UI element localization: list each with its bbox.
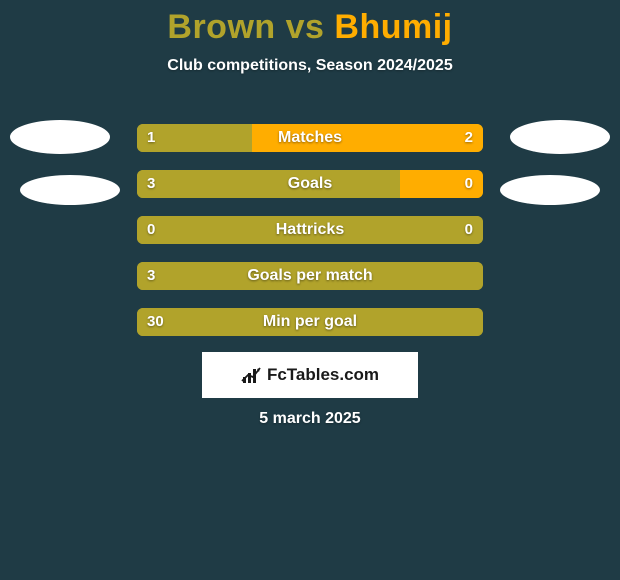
stat-bar-row: 3Goals per match bbox=[137, 262, 483, 290]
comparison-infographic: Brown vs Bhumij Club competitions, Seaso… bbox=[0, 0, 620, 580]
title-player-b: Bhumij bbox=[334, 8, 452, 46]
title-player-a: Brown bbox=[167, 8, 275, 46]
avatar-left-primary bbox=[10, 120, 110, 154]
bar-label: Hattricks bbox=[137, 216, 483, 244]
avatar-right-secondary bbox=[500, 175, 600, 205]
subtitle: Club competitions, Season 2024/2025 bbox=[0, 57, 620, 75]
avatar-right-primary bbox=[510, 120, 610, 154]
bar-label: Goals per match bbox=[137, 262, 483, 290]
bars-chart-icon bbox=[241, 365, 263, 385]
stat-bars: 12Matches 30Goals 00Hattricks 3Goals per ma… bbox=[137, 124, 483, 354]
bar-label: Min per goal bbox=[137, 308, 483, 336]
bar-label: Goals bbox=[137, 170, 483, 198]
stat-bar-row: 30Min per goal bbox=[137, 308, 483, 336]
page-title: Brown vs Bhumij bbox=[0, 0, 620, 47]
title-vs: vs bbox=[276, 8, 335, 46]
stat-bar-row: 00Hattricks bbox=[137, 216, 483, 244]
logo-text: FcTables.com bbox=[267, 365, 379, 385]
stat-bar-row: 12Matches bbox=[137, 124, 483, 152]
stat-bar-row: 30Goals bbox=[137, 170, 483, 198]
date-footer: 5 march 2025 bbox=[0, 410, 620, 428]
avatar-left-secondary bbox=[20, 175, 120, 205]
bar-label: Matches bbox=[137, 124, 483, 152]
logo-box: FcTables.com bbox=[202, 352, 418, 398]
